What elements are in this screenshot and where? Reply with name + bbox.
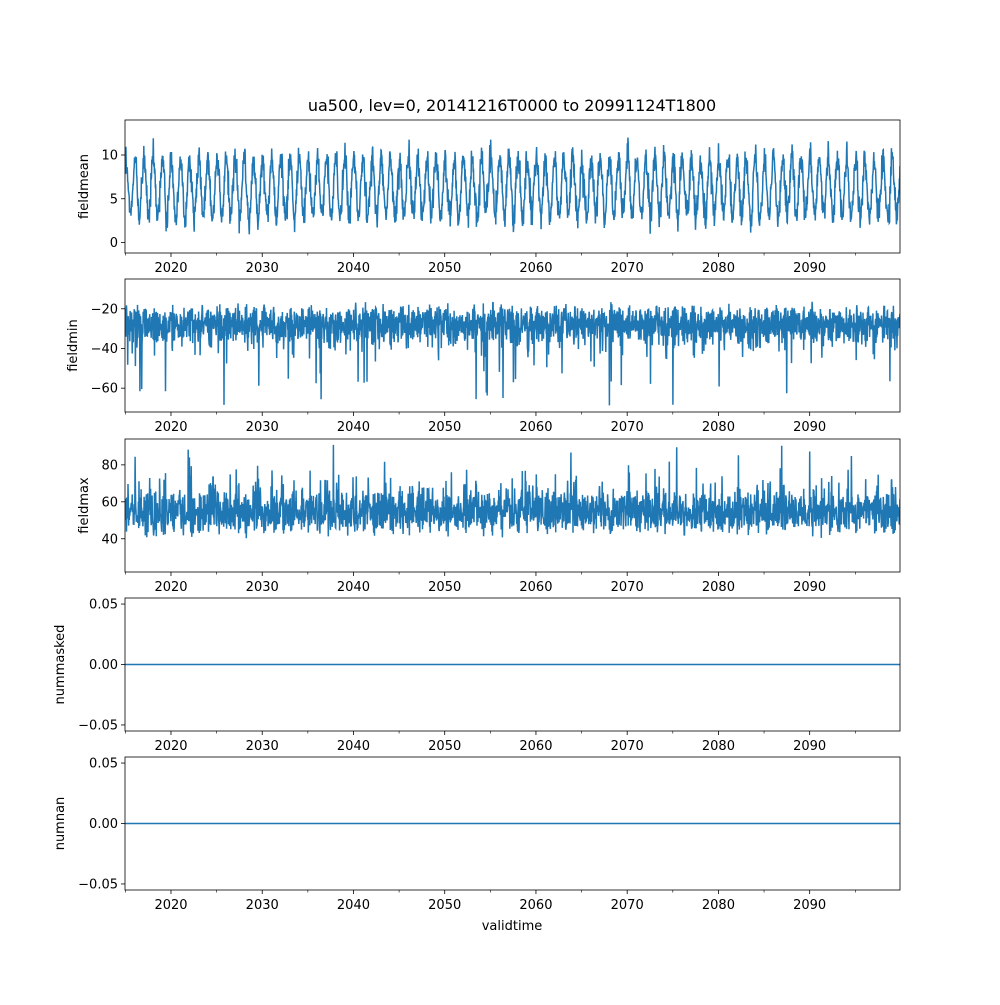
x-tick-label: 2030 bbox=[246, 739, 279, 754]
x-tick-label: 2020 bbox=[154, 898, 187, 913]
x-tick-label: 2090 bbox=[793, 739, 826, 754]
x-tick-label: 2050 bbox=[428, 420, 461, 435]
y-tick-label: −20 bbox=[91, 302, 118, 317]
y-tick-label: −40 bbox=[91, 342, 118, 357]
x-axis-label: validtime bbox=[482, 919, 543, 934]
y-tick-label: −0.05 bbox=[78, 877, 118, 892]
x-tick-label: 2040 bbox=[337, 580, 370, 595]
y-tick-label: 0.00 bbox=[89, 817, 118, 832]
x-tick-label: 2090 bbox=[793, 420, 826, 435]
panels: 2020 2030 2040 2050 2060 2070 2080 2090 0 5 10 fiel… bbox=[53, 119, 901, 913]
y-axis-label-fieldmax: fieldmax bbox=[77, 477, 92, 534]
x-tick-label: 2080 bbox=[702, 739, 735, 754]
x-tick-label: 2060 bbox=[519, 739, 552, 754]
x-tick-label: 2080 bbox=[702, 580, 735, 595]
x-tick-label: 2070 bbox=[611, 739, 644, 754]
x-tick-label: 2050 bbox=[428, 580, 461, 595]
series-line-fieldmean bbox=[125, 137, 900, 235]
x-tick-label: 2030 bbox=[246, 261, 279, 276]
x-tick-label: 2020 bbox=[154, 739, 187, 754]
x-tick-label: 2020 bbox=[154, 580, 187, 595]
y-tick-label: −60 bbox=[91, 382, 118, 397]
x-tick-label: 2070 bbox=[611, 898, 644, 913]
plot-frame-fieldmin bbox=[124, 278, 901, 413]
y-tick-label: 0 bbox=[110, 236, 118, 251]
x-tick-label: 2050 bbox=[428, 261, 461, 276]
x-tick-label: 2040 bbox=[337, 898, 370, 913]
y-tick-label: 10 bbox=[101, 149, 118, 164]
panel-numnan: 2020 2030 2040 2050 2060 2070 2080 2090 −0.05 0.0… bbox=[53, 757, 901, 913]
x-tick-label: 2030 bbox=[246, 580, 279, 595]
x-tick-label: 2070 bbox=[611, 580, 644, 595]
x-tick-label: 2080 bbox=[702, 261, 735, 276]
y-tick-label: −0.05 bbox=[78, 718, 118, 733]
x-tick-label: 2030 bbox=[246, 420, 279, 435]
series-line-fieldmax bbox=[125, 444, 900, 539]
y-tick-label: 60 bbox=[101, 495, 118, 510]
x-tick-label: 2060 bbox=[519, 580, 552, 595]
x-tick-label: 2040 bbox=[337, 739, 370, 754]
y-axis-label-nummasked: nummasked bbox=[53, 625, 68, 705]
y-tick-label: 5 bbox=[110, 192, 118, 207]
x-tick-label: 2060 bbox=[519, 898, 552, 913]
y-tick-label: 40 bbox=[101, 532, 118, 547]
x-tick-label: 2060 bbox=[519, 261, 552, 276]
y-tick-label: 80 bbox=[101, 458, 118, 473]
chart-title: ua500, lev=0, 20141216T0000 to 20991124T… bbox=[308, 96, 716, 115]
y-tick-label: 0.05 bbox=[89, 757, 118, 772]
x-tick-label: 2070 bbox=[611, 261, 644, 276]
x-tick-label: 2070 bbox=[611, 420, 644, 435]
x-tick-label: 2050 bbox=[428, 898, 461, 913]
y-axis-label-numnan: numnan bbox=[53, 797, 68, 851]
x-tick-label: 2080 bbox=[702, 898, 735, 913]
x-tick-label: 2040 bbox=[337, 261, 370, 276]
panel-nummasked: 2020 2030 2040 2050 2060 2070 2080 2090 −0.05 0.0… bbox=[53, 598, 901, 754]
y-axis-label-fieldmin: fieldmin bbox=[66, 319, 81, 372]
x-tick-label: 2020 bbox=[154, 261, 187, 276]
y-axis-label-fieldmean: fieldmean bbox=[77, 154, 92, 219]
x-tick-label: 2030 bbox=[246, 898, 279, 913]
x-tick-label: 2090 bbox=[793, 898, 826, 913]
y-tick-label: 0.05 bbox=[89, 598, 118, 613]
y-tick-label: 0.00 bbox=[89, 658, 118, 673]
panel-fieldmin: 2020 2030 2040 2050 2060 2070 2080 2090 −60 −40 −2… bbox=[66, 278, 901, 435]
x-tick-label: 2040 bbox=[337, 420, 370, 435]
x-tick-label: 2080 bbox=[702, 420, 735, 435]
plot-frame-fieldmax bbox=[124, 438, 901, 573]
x-tick-label: 2090 bbox=[793, 580, 826, 595]
series-line-fieldmin bbox=[125, 301, 900, 406]
x-tick-label: 2020 bbox=[154, 420, 187, 435]
x-tick-label: 2060 bbox=[519, 420, 552, 435]
panel-fieldmean: 2020 2030 2040 2050 2060 2070 2080 2090 0 5 10 fiel… bbox=[77, 119, 901, 276]
plot-frame-fieldmean bbox=[124, 119, 901, 254]
panel-fieldmax: 2020 2030 2040 2050 2060 2070 2080 2090 40 60 80 fi… bbox=[77, 438, 901, 595]
x-tick-label: 2050 bbox=[428, 739, 461, 754]
x-tick-label: 2090 bbox=[793, 261, 826, 276]
